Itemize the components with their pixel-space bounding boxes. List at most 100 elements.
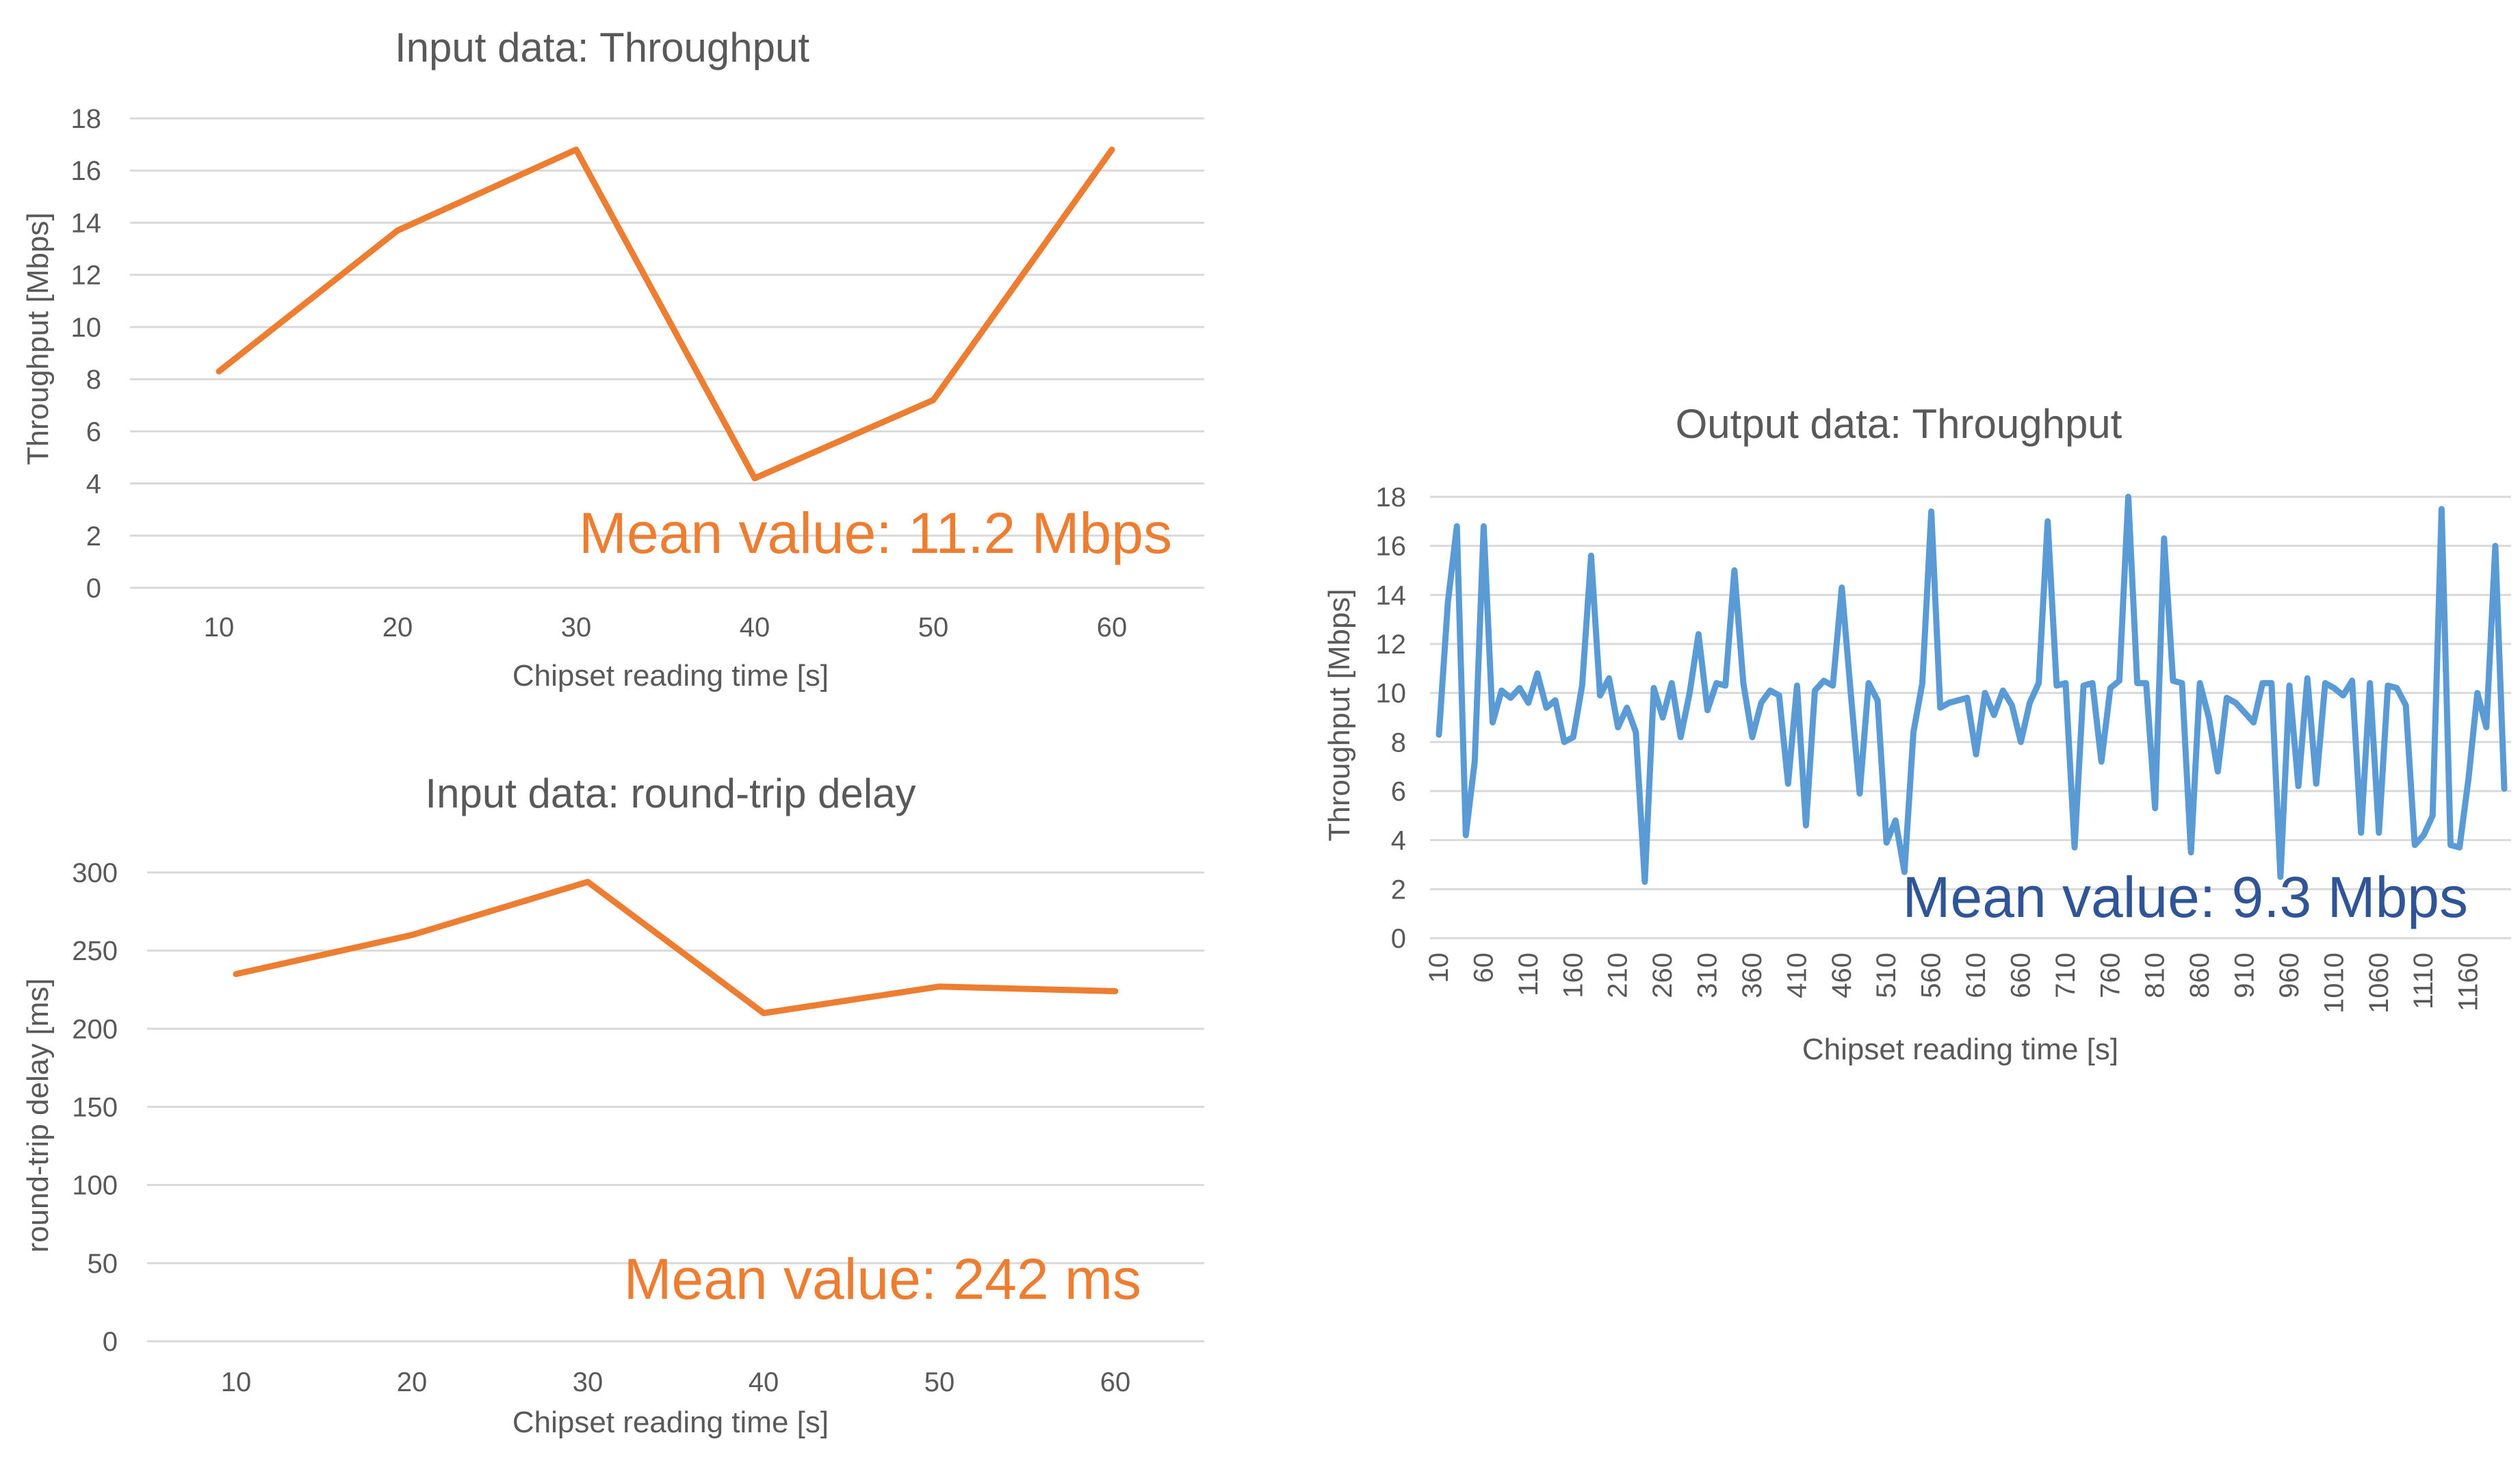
data-point bbox=[1635, 731, 1637, 734]
y-tick-label: 200 bbox=[72, 1014, 118, 1044]
x-tick-label: 810 bbox=[2140, 953, 2170, 998]
data-point bbox=[2422, 834, 2425, 837]
data-point bbox=[2198, 682, 2201, 684]
data-point bbox=[1501, 689, 1503, 692]
input-delay-mean-annotation: Mean value: 242 ms bbox=[624, 1247, 1141, 1311]
data-point bbox=[1876, 699, 1879, 701]
output-throughput-x-axis-label: Chipset reading time [s] bbox=[1802, 1033, 2118, 1066]
output-throughput-title: Output data: Throughput bbox=[1676, 401, 2122, 447]
output-throughput-x-ticks: 10 60 110 160 210 260 310 360 410 460 510 560 610 660… bbox=[1424, 953, 2484, 1013]
x-tick-label: 160 bbox=[1558, 953, 1588, 998]
y-tick-label: 12 bbox=[1376, 630, 1407, 660]
data-point bbox=[1670, 682, 1673, 684]
data-point bbox=[235, 972, 237, 975]
data-point bbox=[2261, 682, 2264, 684]
data-point bbox=[1446, 601, 1449, 604]
data-point bbox=[1688, 692, 1691, 695]
data-point bbox=[586, 881, 589, 883]
y-tick-label: 16 bbox=[1376, 532, 1407, 562]
data-point bbox=[1724, 684, 1727, 687]
data-point bbox=[1832, 684, 1834, 687]
data-point bbox=[575, 148, 577, 151]
x-tick-label: 910 bbox=[2230, 953, 2260, 998]
data-point bbox=[1110, 148, 1113, 151]
y-tick-label: 18 bbox=[1376, 482, 1407, 513]
x-tick-label: 960 bbox=[2274, 953, 2304, 998]
data-point bbox=[1572, 736, 1574, 738]
data-point bbox=[753, 477, 756, 480]
data-point bbox=[1992, 714, 1995, 716]
y-tick-label: 2 bbox=[1391, 875, 1406, 905]
x-tick-label: 40 bbox=[740, 612, 770, 643]
data-point bbox=[2038, 682, 2040, 684]
data-point bbox=[1742, 682, 1745, 684]
data-point bbox=[1849, 692, 1852, 695]
data-point bbox=[1114, 990, 1117, 993]
data-point bbox=[2163, 537, 2166, 540]
data-point bbox=[2315, 782, 2317, 785]
data-point bbox=[2297, 785, 2300, 788]
data-point bbox=[1912, 731, 1915, 734]
data-point bbox=[2172, 680, 2174, 682]
y-tick-label: 6 bbox=[1391, 777, 1406, 807]
series-line bbox=[233, 879, 1119, 1016]
data-point bbox=[1455, 525, 1458, 528]
x-tick-label: 360 bbox=[1737, 953, 1767, 998]
data-point bbox=[2047, 520, 2049, 523]
data-point bbox=[1733, 569, 1736, 572]
data-point bbox=[2342, 694, 2345, 697]
y-tick-label: 8 bbox=[86, 365, 101, 395]
data-point bbox=[1715, 682, 1718, 684]
series-line bbox=[1436, 493, 2508, 885]
y-tick-label: 12 bbox=[71, 261, 102, 291]
data-point bbox=[1706, 709, 1709, 712]
input-throughput-chart: Input data: Throughput 0 2 4 6 8 10 12 14 16 18 1… bbox=[21, 25, 1204, 693]
data-point bbox=[2100, 760, 2103, 763]
data-point bbox=[1482, 525, 1485, 528]
data-point bbox=[2244, 711, 2246, 714]
data-point bbox=[1626, 706, 1628, 709]
x-tick-label: 1110 bbox=[2408, 953, 2439, 1009]
input-delay-x-axis-label: Chipset reading time [s] bbox=[512, 1406, 829, 1439]
data-point bbox=[2145, 682, 2148, 684]
data-point bbox=[2252, 721, 2255, 724]
input-throughput-y-ticks: 0 2 4 6 8 10 12 14 16 18 bbox=[71, 104, 102, 604]
data-point bbox=[2001, 689, 2004, 692]
data-point bbox=[2154, 807, 2157, 810]
data-point bbox=[1894, 819, 1897, 822]
y-tick-label: 6 bbox=[86, 417, 101, 447]
data-point bbox=[2055, 684, 2058, 687]
input-throughput-x-ticks: 10 20 30 40 50 60 bbox=[204, 612, 1128, 643]
data-point bbox=[2029, 701, 2031, 704]
data-point bbox=[2127, 495, 2130, 498]
input-delay-title: Input data: round-trip delay bbox=[425, 771, 915, 816]
data-point bbox=[1760, 701, 1763, 704]
x-tick-label: 110 bbox=[1514, 953, 1544, 996]
data-point bbox=[1966, 697, 1969, 699]
data-point bbox=[1527, 701, 1530, 704]
data-point bbox=[1581, 684, 1583, 687]
x-tick-label: 10 bbox=[221, 1367, 252, 1397]
data-point bbox=[762, 1012, 765, 1015]
y-tick-label: 14 bbox=[71, 208, 102, 238]
data-point bbox=[1518, 687, 1521, 690]
data-point bbox=[1589, 554, 1592, 557]
output-throughput-y-ticks: 0 2 4 6 8 10 12 14 16 18 bbox=[1376, 482, 1407, 954]
y-tick-label: 4 bbox=[86, 469, 101, 500]
output-throughput-chart: Output data: Throughput 024681012141618 … bbox=[1323, 401, 2511, 1066]
data-point bbox=[2467, 777, 2470, 780]
data-point bbox=[2395, 687, 2398, 690]
data-point bbox=[1858, 792, 1861, 795]
data-point bbox=[1823, 680, 1826, 682]
x-tick-label: 860 bbox=[2185, 953, 2215, 998]
x-tick-label: 1060 bbox=[2364, 953, 2394, 1013]
data-point bbox=[2190, 851, 2192, 854]
data-point bbox=[1751, 736, 1754, 738]
data-point bbox=[2073, 846, 2076, 849]
x-tick-label: 510 bbox=[1871, 953, 1901, 998]
data-point bbox=[2020, 740, 2023, 743]
data-point bbox=[1473, 760, 1476, 763]
x-tick-label: 1010 bbox=[2319, 953, 2349, 1013]
y-tick-label: 0 bbox=[1391, 924, 1406, 954]
